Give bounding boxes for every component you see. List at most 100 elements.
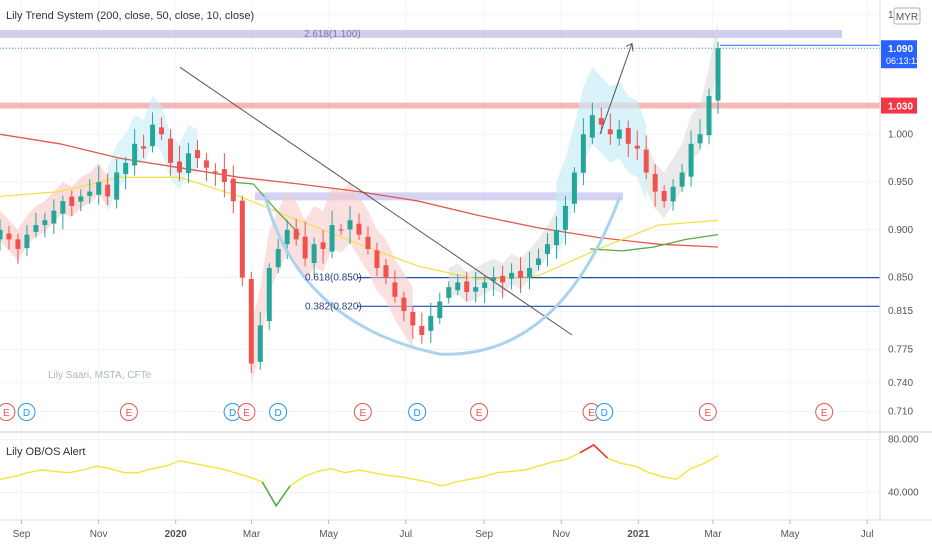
dividend-marker[interactable]: D bbox=[269, 403, 288, 421]
currency-badge[interactable]: MYR bbox=[893, 7, 921, 25]
price-tick-label: 0.775 bbox=[888, 344, 913, 355]
oscillator-grid bbox=[0, 439, 880, 494]
candle-body bbox=[679, 172, 685, 187]
dividend-marker[interactable]: D bbox=[408, 403, 427, 421]
candle-body bbox=[78, 196, 84, 202]
price-badge-value: 1.030 bbox=[888, 102, 913, 113]
earnings-marker[interactable]: E bbox=[119, 403, 138, 421]
earnings-marker[interactable]: E bbox=[698, 403, 717, 421]
candle-body bbox=[293, 229, 299, 240]
dividend-marker[interactable]: D bbox=[17, 403, 36, 421]
bullish-cloud bbox=[107, 96, 198, 214]
marker-label: E bbox=[243, 408, 250, 419]
candle-body bbox=[87, 191, 93, 196]
trend-drawings bbox=[179, 42, 634, 356]
price-tick-label: 0.900 bbox=[888, 225, 913, 236]
marker-label: E bbox=[476, 408, 483, 419]
candle-body bbox=[437, 301, 443, 319]
candle-body bbox=[509, 272, 515, 279]
marker-circle bbox=[353, 403, 372, 421]
candle-body bbox=[6, 233, 12, 240]
earnings-marker[interactable]: E bbox=[353, 403, 372, 421]
marker-label: E bbox=[3, 408, 10, 419]
candle-body bbox=[311, 244, 317, 264]
marker-label: E bbox=[126, 408, 133, 419]
candle-body bbox=[365, 236, 371, 249]
candle-body bbox=[553, 229, 559, 246]
price-tick-label: 0.740 bbox=[888, 378, 913, 389]
price-badge-timer: 06:13:11 bbox=[886, 56, 920, 66]
oversold-segment bbox=[261, 481, 291, 508]
candle-body bbox=[580, 134, 586, 173]
earnings-marker[interactable]: E bbox=[0, 403, 16, 421]
candle-body bbox=[132, 143, 138, 166]
marker-circle bbox=[698, 403, 717, 421]
candle-body bbox=[715, 48, 721, 101]
marker-label: E bbox=[588, 408, 595, 419]
oscillator-highlights bbox=[261, 443, 609, 508]
candle-body bbox=[24, 234, 30, 249]
candle-body bbox=[643, 149, 649, 173]
candle-body bbox=[275, 248, 281, 268]
candle-body bbox=[159, 127, 165, 135]
candle-body bbox=[230, 178, 236, 202]
candle-body bbox=[96, 182, 102, 195]
resistance-band bbox=[255, 192, 623, 201]
time-axis-ticks: Sep Nov 2020 Mar May Jul Sep Nov 2021 Mar May Jul bbox=[13, 520, 874, 540]
marker-label: E bbox=[821, 408, 828, 419]
time-tick-label: Mar bbox=[704, 529, 722, 540]
time-tick-label: 2020 bbox=[165, 529, 188, 540]
price-badge-value: 1.090 bbox=[888, 44, 913, 55]
candle-body bbox=[536, 258, 541, 265]
price-tick-label: 0.950 bbox=[888, 177, 913, 188]
candle-body bbox=[284, 229, 290, 245]
candlesticks bbox=[0, 41, 721, 373]
main-indicator-title: Lily Trend System (200, close, 50, close… bbox=[6, 10, 254, 22]
candle-body bbox=[203, 160, 209, 168]
candle-body bbox=[670, 186, 676, 202]
candle-body bbox=[706, 96, 712, 136]
price-levels bbox=[0, 29, 880, 307]
candle-body bbox=[141, 146, 147, 149]
marker-circle bbox=[237, 403, 256, 421]
oscillator-title: Lily OB/OS Alert bbox=[6, 446, 85, 458]
oscillator-line bbox=[0, 444, 719, 508]
candle-body bbox=[347, 220, 353, 230]
time-tick-label: May bbox=[781, 529, 800, 540]
time-tick-label: 2021 bbox=[627, 529, 650, 540]
candle-body bbox=[661, 190, 667, 202]
candle-body bbox=[544, 244, 550, 254]
earnings-marker[interactable]: E bbox=[470, 403, 489, 421]
candle-body bbox=[42, 220, 48, 226]
dividend-marker[interactable]: D bbox=[595, 403, 614, 421]
earnings-marker[interactable]: E bbox=[237, 403, 256, 421]
fib-band bbox=[0, 29, 842, 38]
candle-body bbox=[248, 278, 254, 364]
fibonacci-labels: 2.618(1.100) 0.618(0.850) 0.382(0.820) bbox=[304, 29, 362, 312]
oscillator-tick-label: 80.000 bbox=[888, 435, 919, 446]
time-tick-label: Nov bbox=[552, 529, 570, 540]
time-tick-label: Sep bbox=[13, 529, 31, 540]
candle-body bbox=[527, 268, 533, 278]
price-tick-label: 0.850 bbox=[888, 273, 913, 284]
marker-label: D bbox=[414, 408, 421, 419]
time-tick-label: Nov bbox=[90, 529, 108, 540]
marker-circle bbox=[119, 403, 138, 421]
candle-body bbox=[266, 268, 272, 322]
earnings-marker[interactable]: E bbox=[815, 403, 834, 421]
bearish-cloud bbox=[251, 182, 413, 387]
candle-body bbox=[185, 153, 191, 174]
fib-level-label: 0.618(0.850) bbox=[305, 273, 362, 284]
cup-arc bbox=[263, 195, 622, 356]
candle-body bbox=[239, 200, 245, 278]
marker-label: E bbox=[705, 408, 712, 419]
time-tick-label: Mar bbox=[243, 529, 261, 540]
candle-body bbox=[150, 124, 156, 147]
fib-level-label: 2.618(1.100) bbox=[304, 29, 361, 40]
arrow-head bbox=[625, 42, 634, 52]
marker-label: D bbox=[601, 408, 608, 419]
candle-body bbox=[302, 236, 308, 259]
resistance-band bbox=[0, 102, 880, 109]
